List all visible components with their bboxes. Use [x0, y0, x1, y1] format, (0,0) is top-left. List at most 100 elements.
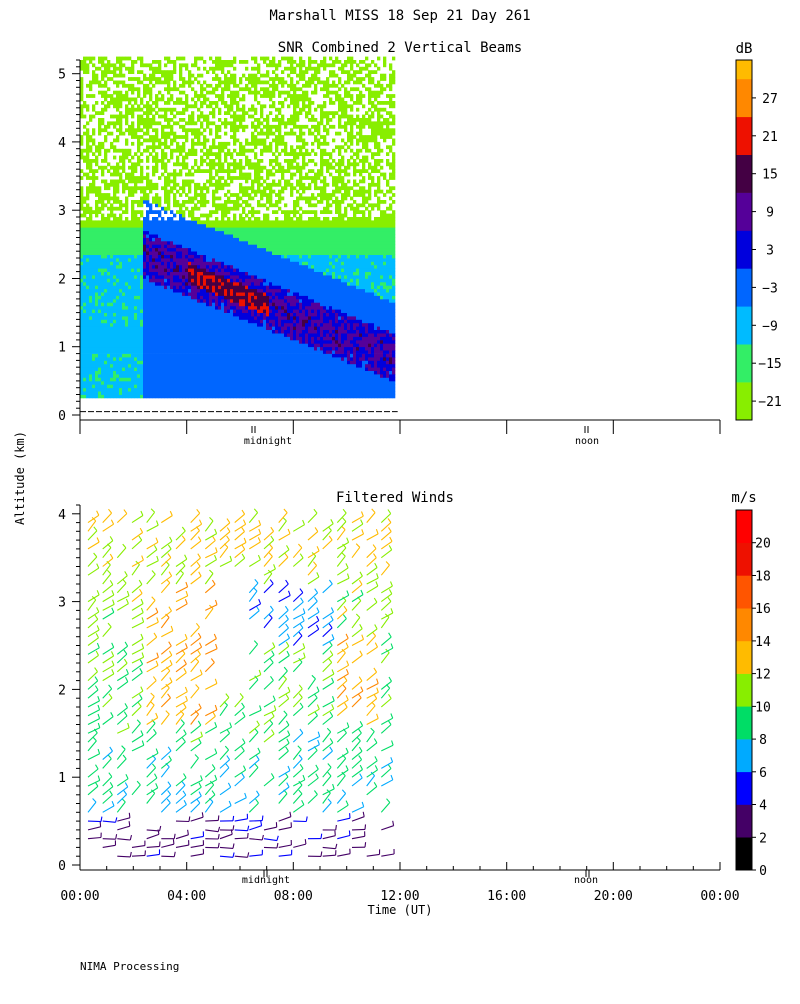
snr-cell	[119, 200, 123, 204]
snr-cell	[185, 237, 189, 242]
snr-cell	[263, 234, 267, 238]
snr-cell	[251, 196, 255, 201]
snr-cell	[260, 380, 264, 385]
snr-cell	[122, 152, 126, 156]
snr-cell	[125, 275, 129, 279]
snr-cell	[179, 118, 183, 122]
snr-cell	[209, 227, 213, 232]
snr-cell	[251, 357, 255, 361]
snr-cell	[155, 377, 159, 382]
snr-cell	[170, 292, 174, 296]
snr-cell	[161, 162, 165, 167]
snr-cell	[206, 292, 210, 296]
snr-cell	[107, 288, 111, 293]
snr-cell	[269, 189, 273, 194]
snr-cell	[161, 131, 165, 136]
snr-cell	[173, 234, 177, 238]
snr-cell	[179, 73, 183, 78]
snr-cell	[164, 288, 168, 293]
snr-cell	[155, 220, 159, 225]
snr-cell	[251, 179, 255, 184]
snr-cell	[167, 237, 171, 242]
snr-cell	[80, 97, 84, 102]
snr-cell	[92, 94, 96, 98]
snr-cell	[257, 169, 261, 173]
snr-cell	[113, 333, 117, 337]
snr-cell	[233, 165, 237, 170]
snr-cell	[107, 292, 111, 296]
snr-cell	[95, 77, 99, 81]
snr-cell	[158, 285, 162, 290]
snr-cell	[188, 312, 192, 317]
snr-cell	[149, 353, 153, 358]
snr-cell	[242, 319, 246, 324]
snr-cell	[251, 329, 255, 334]
snr-cell	[269, 220, 273, 225]
snr-cell	[89, 165, 93, 170]
snr-cell	[263, 223, 267, 228]
snr-cell	[110, 333, 114, 337]
snr-cell	[110, 268, 114, 272]
snr-cell	[116, 189, 120, 194]
snr-cell	[194, 377, 198, 382]
snr-cell	[83, 223, 87, 228]
snr-cell	[188, 333, 192, 337]
snr-cell	[254, 363, 258, 368]
snr-cell	[170, 131, 174, 136]
snr-cell	[239, 336, 243, 341]
snr-cell	[179, 271, 183, 276]
snr-cell	[119, 80, 123, 85]
snr-cell	[125, 107, 129, 112]
snr-cell	[200, 394, 204, 399]
snr-cell	[83, 346, 87, 351]
snr-cell	[224, 83, 228, 88]
snr-cell	[98, 193, 102, 197]
snr-cell	[188, 353, 192, 358]
snr-cell	[125, 217, 129, 221]
snr-cell	[152, 261, 156, 266]
snr-cell	[113, 374, 117, 378]
snr-cell	[86, 56, 90, 61]
snr-cell	[242, 305, 246, 310]
snr-cell	[98, 254, 102, 259]
snr-cell	[248, 165, 252, 170]
snr-cell	[197, 357, 201, 361]
snr-cell	[110, 145, 114, 150]
snr-cell	[137, 162, 141, 167]
snr-cell	[257, 343, 261, 348]
snr-cell	[107, 387, 111, 392]
snr-cell	[140, 258, 144, 262]
snr-cell	[152, 66, 156, 71]
snr-cell	[104, 83, 108, 88]
snr-cell	[161, 124, 165, 129]
snr-cell	[167, 196, 171, 201]
snr-cell	[110, 326, 114, 330]
snr-cell	[203, 66, 207, 71]
snr-cell	[254, 350, 258, 354]
snr-cell	[209, 237, 213, 242]
snr-cell	[227, 309, 231, 313]
snr-cell	[221, 186, 225, 191]
snr-cell	[191, 121, 195, 126]
snr-cell	[113, 305, 117, 310]
snr-cell	[242, 278, 246, 283]
snr-cell	[254, 316, 258, 320]
snr-cell	[131, 363, 135, 368]
snr-cell	[140, 135, 144, 139]
snr-cell	[263, 217, 267, 221]
snr-cell	[200, 309, 204, 313]
snr-cell	[140, 343, 144, 348]
snr-cell	[239, 124, 243, 129]
snr-cell	[254, 169, 258, 173]
snr-cell	[170, 384, 174, 389]
snr-cell	[218, 326, 222, 330]
snr-cell	[119, 298, 123, 303]
snr-cell	[224, 309, 228, 313]
snr-cell	[152, 285, 156, 290]
snr-cell	[164, 302, 168, 307]
snr-cell	[266, 309, 270, 313]
snr-cell	[269, 227, 273, 232]
snr-cell	[86, 329, 90, 334]
snr-cell	[128, 329, 132, 334]
snr-cell	[194, 128, 198, 133]
